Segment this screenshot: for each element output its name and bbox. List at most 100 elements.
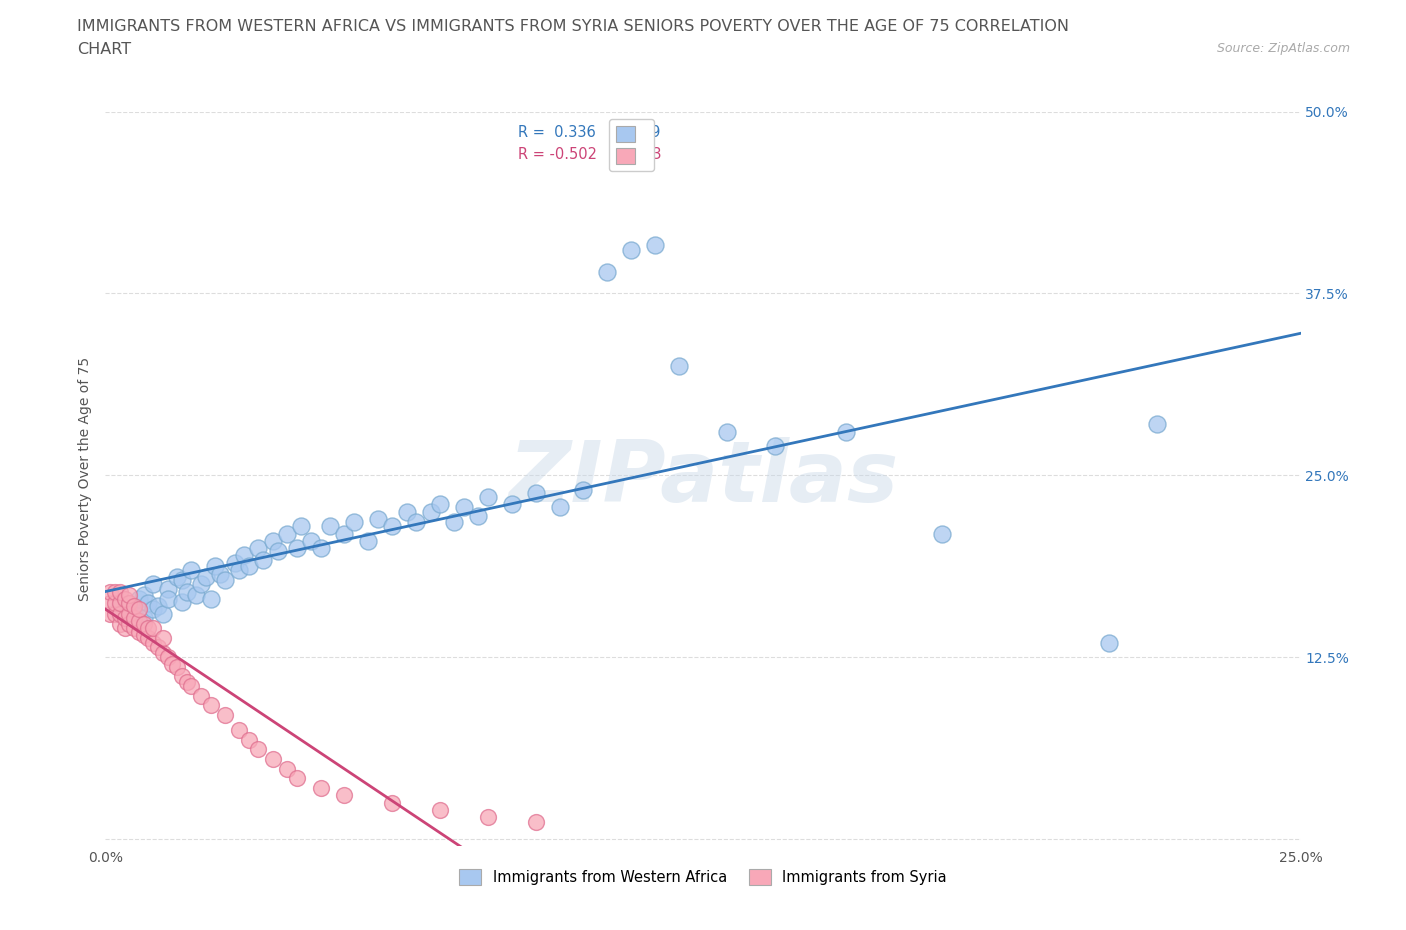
- Point: [620, 243, 643, 258]
- Point: [142, 620, 165, 635]
- Point: [194, 570, 217, 585]
- Text: Source: ZipAtlas.com: Source: ZipAtlas.com: [1216, 42, 1350, 55]
- Point: [122, 620, 145, 635]
- Point: [114, 620, 136, 635]
- Text: ZIPatlas: ZIPatlas: [508, 437, 898, 521]
- Point: [98, 584, 121, 599]
- Point: [122, 610, 145, 625]
- Point: [142, 635, 165, 650]
- Y-axis label: Seniors Poverty Over the Age of 75: Seniors Poverty Over the Age of 75: [79, 357, 93, 601]
- Point: [118, 606, 141, 621]
- Point: [118, 596, 141, 611]
- Point: [835, 424, 858, 439]
- Point: [1098, 635, 1121, 650]
- Point: [200, 698, 222, 712]
- Point: [132, 587, 155, 602]
- Point: [138, 596, 160, 611]
- Point: [209, 566, 232, 581]
- Point: [118, 587, 141, 602]
- Point: [128, 614, 150, 629]
- Point: [443, 514, 465, 529]
- Point: [108, 596, 131, 611]
- Point: [395, 504, 418, 519]
- Point: [668, 359, 690, 374]
- Point: [214, 708, 236, 723]
- Point: [176, 674, 198, 689]
- Point: [467, 509, 489, 524]
- Point: [290, 519, 312, 534]
- Point: [190, 689, 212, 704]
- Point: [238, 733, 260, 748]
- Point: [156, 650, 179, 665]
- Point: [266, 543, 288, 558]
- Point: [931, 526, 953, 541]
- Point: [367, 512, 389, 526]
- Point: [108, 599, 131, 614]
- Point: [152, 645, 174, 660]
- Point: [716, 424, 738, 439]
- Point: [200, 591, 222, 606]
- Point: [142, 602, 165, 617]
- Point: [118, 617, 141, 631]
- Point: [285, 770, 308, 785]
- Point: [228, 723, 250, 737]
- Point: [146, 599, 169, 614]
- Point: [128, 625, 150, 640]
- Point: [114, 591, 136, 606]
- Point: [108, 584, 131, 599]
- Point: [238, 558, 260, 573]
- Point: [224, 555, 246, 570]
- Point: [214, 573, 236, 588]
- Point: [357, 533, 380, 548]
- Point: [156, 591, 179, 606]
- Point: [477, 490, 499, 505]
- Point: [132, 628, 155, 643]
- Point: [108, 617, 131, 631]
- Point: [763, 439, 786, 454]
- Point: [152, 606, 174, 621]
- Point: [299, 533, 322, 548]
- Point: [453, 500, 475, 515]
- Point: [319, 519, 342, 534]
- Point: [186, 587, 208, 602]
- Point: [104, 606, 127, 621]
- Point: [170, 594, 193, 609]
- Point: [477, 810, 499, 825]
- Point: [262, 751, 284, 766]
- Point: [333, 526, 356, 541]
- Point: [204, 558, 226, 573]
- Point: [233, 548, 256, 563]
- Text: R = -0.502   N = 53: R = -0.502 N = 53: [517, 147, 661, 163]
- Point: [162, 657, 184, 671]
- Point: [190, 577, 212, 591]
- Point: [132, 617, 155, 631]
- Point: [114, 610, 136, 625]
- Point: [108, 606, 131, 621]
- Point: [114, 606, 136, 621]
- Point: [1146, 417, 1168, 432]
- Point: [333, 788, 356, 803]
- Point: [524, 814, 547, 829]
- Point: [146, 640, 169, 655]
- Point: [429, 497, 451, 512]
- Point: [152, 631, 174, 645]
- Point: [276, 526, 298, 541]
- Point: [142, 577, 165, 591]
- Point: [166, 570, 188, 585]
- Point: [104, 596, 127, 611]
- Point: [228, 563, 250, 578]
- Point: [180, 563, 202, 578]
- Point: [644, 238, 666, 253]
- Point: [138, 631, 160, 645]
- Point: [429, 803, 451, 817]
- Point: [548, 500, 571, 515]
- Point: [381, 519, 404, 534]
- Point: [104, 584, 127, 599]
- Point: [122, 599, 145, 614]
- Point: [122, 604, 145, 619]
- Point: [132, 610, 155, 625]
- Point: [309, 780, 332, 795]
- Point: [128, 591, 150, 606]
- Point: [252, 552, 274, 567]
- Point: [309, 540, 332, 555]
